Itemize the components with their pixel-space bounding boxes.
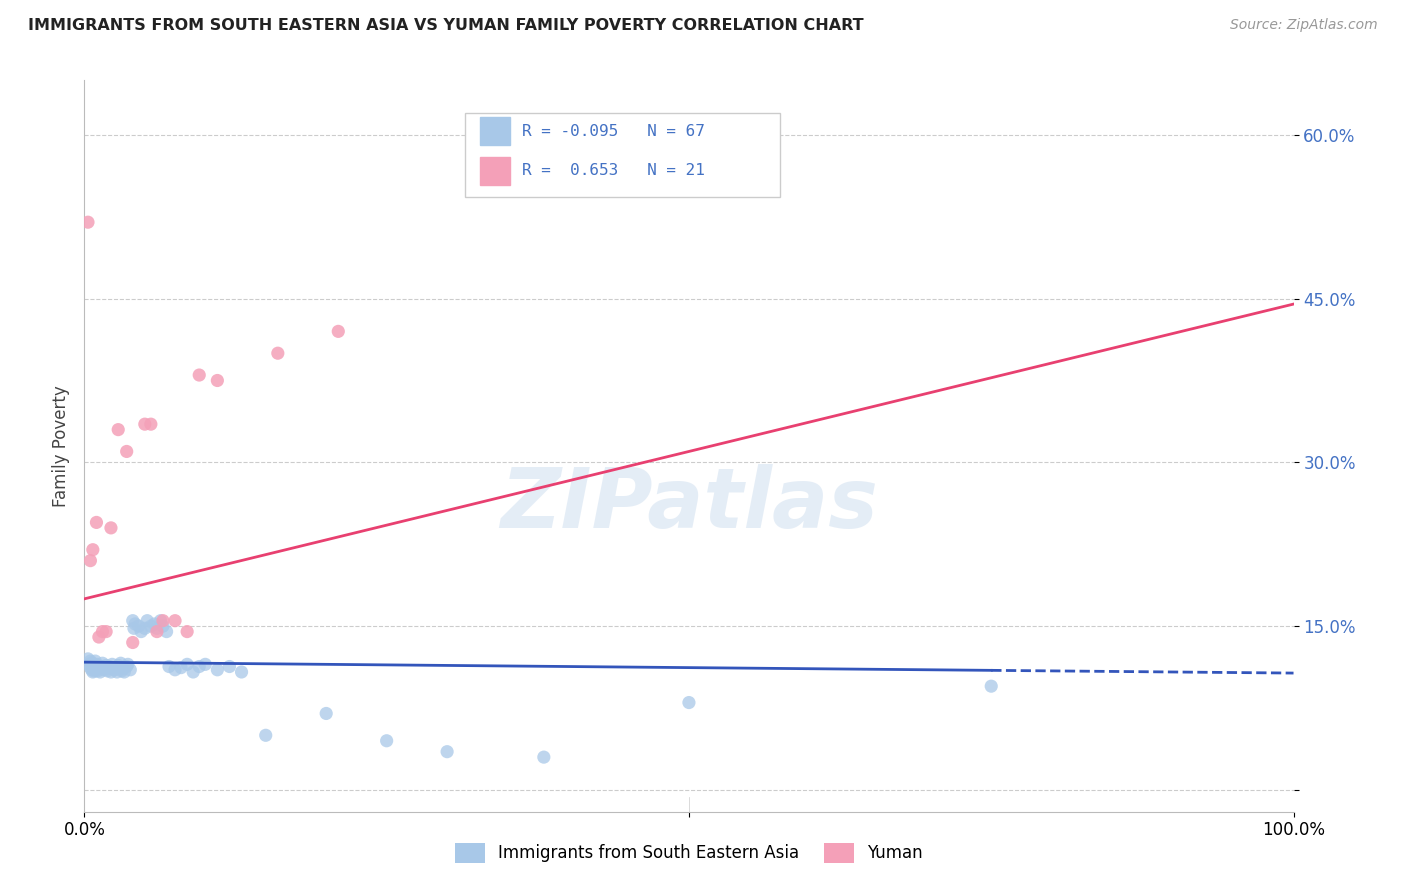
Point xyxy=(86,660,108,674)
Point xyxy=(122,621,145,635)
Point xyxy=(146,621,169,635)
Point xyxy=(104,660,127,674)
Point xyxy=(152,619,174,633)
Point xyxy=(79,654,101,668)
Point xyxy=(82,659,104,673)
Point xyxy=(533,750,555,764)
Point xyxy=(79,660,101,674)
Legend: Immigrants from South Eastern Asia, Yuman: Immigrants from South Eastern Asia, Yuma… xyxy=(449,837,929,869)
Point xyxy=(82,665,104,679)
Point xyxy=(77,657,100,672)
Point xyxy=(128,619,150,633)
Point xyxy=(157,659,180,673)
Point xyxy=(101,657,124,672)
Point xyxy=(80,657,103,671)
Point xyxy=(176,657,198,672)
Point xyxy=(181,665,204,679)
Point xyxy=(83,664,105,678)
Point xyxy=(86,657,108,672)
Point xyxy=(77,652,100,666)
Point xyxy=(155,624,177,639)
Text: Source: ZipAtlas.com: Source: ZipAtlas.com xyxy=(1230,18,1378,32)
Point xyxy=(152,614,174,628)
Point xyxy=(83,657,105,672)
Point xyxy=(124,616,146,631)
Point xyxy=(91,657,114,671)
Point xyxy=(107,658,129,673)
Point xyxy=(207,663,229,677)
Point xyxy=(267,346,290,360)
Point xyxy=(100,521,122,535)
Point xyxy=(328,324,350,338)
Point xyxy=(136,614,159,628)
Point xyxy=(84,654,107,668)
Point xyxy=(115,659,138,673)
Point xyxy=(112,662,135,676)
Point xyxy=(97,662,120,676)
Point xyxy=(90,659,112,673)
Point xyxy=(143,616,166,631)
Point xyxy=(121,614,143,628)
Point xyxy=(254,728,277,742)
Point xyxy=(94,624,117,639)
Text: R = -0.095   N = 67: R = -0.095 N = 67 xyxy=(522,124,704,139)
Point xyxy=(80,663,103,677)
Point xyxy=(170,660,193,674)
Point xyxy=(436,745,458,759)
Text: IMMIGRANTS FROM SOUTH EASTERN ASIA VS YUMAN FAMILY POVERTY CORRELATION CHART: IMMIGRANTS FROM SOUTH EASTERN ASIA VS YU… xyxy=(28,18,863,33)
Point xyxy=(86,664,108,678)
Point xyxy=(94,658,117,673)
Bar xyxy=(479,157,510,185)
Point xyxy=(87,662,110,676)
Point xyxy=(110,657,132,671)
FancyBboxPatch shape xyxy=(465,113,780,197)
Point xyxy=(98,659,121,673)
Point xyxy=(188,659,211,673)
Point xyxy=(115,444,138,458)
Point xyxy=(107,423,129,437)
Point xyxy=(82,542,104,557)
Point xyxy=(120,663,142,677)
Y-axis label: Family Poverty: Family Poverty xyxy=(52,385,70,507)
Point xyxy=(207,374,229,388)
Point xyxy=(96,664,118,678)
Point xyxy=(100,665,122,679)
Point xyxy=(129,624,152,639)
Point xyxy=(149,614,172,628)
Point xyxy=(94,660,117,674)
Point xyxy=(980,679,1002,693)
Point xyxy=(315,706,337,721)
Point xyxy=(91,624,114,639)
Bar xyxy=(479,118,510,145)
Point xyxy=(121,635,143,649)
Point xyxy=(231,665,253,679)
Point xyxy=(89,665,111,679)
Point xyxy=(146,624,169,639)
Point xyxy=(134,621,156,635)
Point xyxy=(105,665,128,679)
Point xyxy=(104,663,127,677)
Point xyxy=(86,516,108,530)
Point xyxy=(77,215,100,229)
Point xyxy=(375,733,398,747)
Point xyxy=(218,659,240,673)
Point xyxy=(176,624,198,639)
Point xyxy=(87,630,110,644)
Point xyxy=(112,665,135,679)
Point xyxy=(139,417,162,432)
Point xyxy=(117,657,139,672)
Point xyxy=(134,417,156,432)
Point xyxy=(678,696,700,710)
Point xyxy=(165,614,187,628)
Point xyxy=(139,619,162,633)
Point xyxy=(194,657,217,672)
Text: R =  0.653   N = 21: R = 0.653 N = 21 xyxy=(522,163,704,178)
Point xyxy=(165,663,187,677)
Point xyxy=(93,663,115,677)
Point xyxy=(111,664,134,678)
Point xyxy=(79,554,101,568)
Point xyxy=(188,368,211,382)
Text: ZIPatlas: ZIPatlas xyxy=(501,464,877,545)
